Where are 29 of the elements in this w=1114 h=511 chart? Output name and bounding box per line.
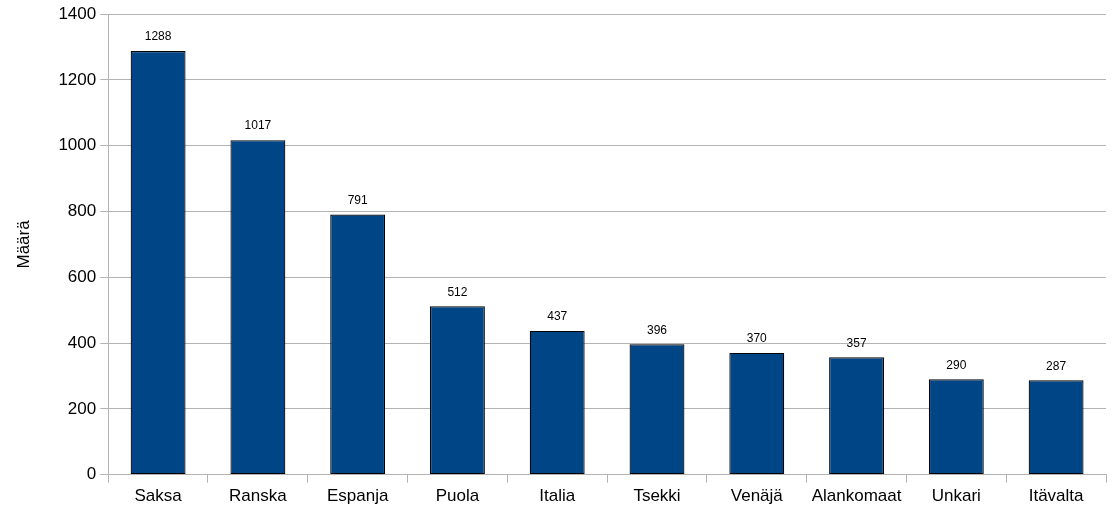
data-label: 1288 <box>144 29 172 44</box>
x-tick-label: Puola <box>435 486 480 506</box>
x-tick-label: Espanja <box>326 486 389 506</box>
x-tick-label: Ranska <box>229 486 288 506</box>
x-tick-label: Itävalta <box>1028 486 1085 506</box>
x-tick-label: Unkari <box>931 486 981 506</box>
y-tick-label: 400 <box>67 332 97 352</box>
y-tick-label: 1200 <box>58 69 97 89</box>
y-tick-label: 800 <box>67 201 97 221</box>
data-label: 437 <box>547 309 568 324</box>
data-label: 370 <box>746 331 768 346</box>
x-tick-label: Italia <box>539 486 576 506</box>
y-axis-title: Määrä <box>13 219 33 269</box>
y-tick-label: 1400 <box>58 3 97 23</box>
x-tick-label: Venäjä <box>730 486 784 506</box>
data-label: 1017 <box>244 118 272 133</box>
data-label: 791 <box>347 192 368 207</box>
y-tick-label: 1000 <box>58 135 97 155</box>
data-label: 512 <box>447 284 468 299</box>
data-label: 290 <box>946 357 967 372</box>
x-tick-label: Tsekki <box>633 486 681 506</box>
y-tick-label: 600 <box>67 266 97 286</box>
data-label: 357 <box>846 335 867 350</box>
y-tick-label: 0 <box>86 464 97 484</box>
x-tick-label: Saksa <box>134 486 183 506</box>
data-label: 396 <box>646 322 668 337</box>
y-tick-label: 200 <box>67 398 97 418</box>
x-tick-label: Alankomaat <box>811 486 902 506</box>
data-label: 287 <box>1046 358 1067 373</box>
